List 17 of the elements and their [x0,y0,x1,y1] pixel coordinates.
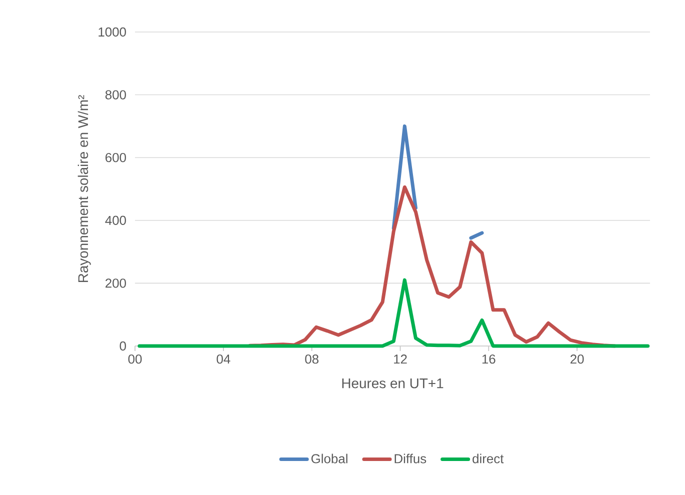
y-tick-label: 200 [106,278,126,288]
x-tick-label: 12 [394,354,407,364]
x-tick-label: 16 [482,354,496,364]
x-tick-label: 00 [128,354,142,364]
y-tick-label: 600 [106,153,126,162]
x-axis-title: Heures en UT+1 [342,378,444,388]
y-axis-title: Rayonnement solaire en W/m² [78,95,91,282]
legend-label: Global [311,454,348,464]
y-tick-label: 1000 [98,27,126,37]
legend-label: direct [472,454,504,464]
y-tick-label: 400 [105,216,126,225]
y-tick-label: 0 [120,341,126,351]
x-tick-label: 04 [216,354,230,364]
y-tick-label: 800 [105,90,126,100]
legend-label: Diffus [394,454,426,464]
x-tick-label: 20 [570,354,584,364]
x-tick-label: 08 [305,354,318,364]
